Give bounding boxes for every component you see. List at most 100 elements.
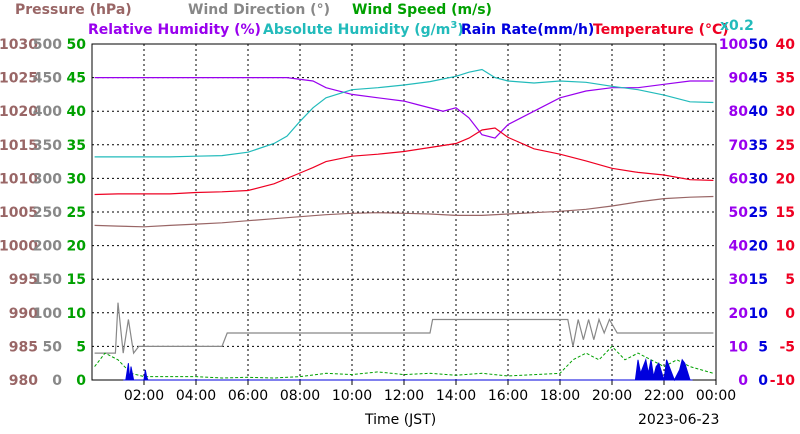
y-tick-label-humidity: 100 bbox=[719, 37, 748, 53]
y-tick-label-wind_speed: 15 bbox=[67, 272, 86, 288]
series-layer bbox=[94, 68, 714, 382]
series-wind_dir bbox=[94, 302, 714, 355]
y-tick-label-wind_speed: 35 bbox=[67, 138, 86, 154]
date-label: 2023-06-23 bbox=[638, 412, 719, 428]
series-pressure bbox=[94, 195, 714, 228]
y-tick-label-pressure: 1000 bbox=[0, 239, 38, 255]
y-tick-label-temperature: 20 bbox=[776, 171, 796, 187]
x-tick-label: 04:00 bbox=[176, 388, 216, 404]
x-tick-label: 06:00 bbox=[228, 388, 268, 404]
temperature-axis-title: Temperature (°C) bbox=[593, 22, 729, 38]
y-tick-label-rain: 25 bbox=[749, 205, 768, 221]
y-tick-label-temperature: 35 bbox=[776, 71, 795, 87]
y-tick-label-humidity: 20 bbox=[729, 306, 749, 322]
x-tick-label: 10:00 bbox=[332, 388, 372, 404]
series-abs_humidity bbox=[94, 68, 714, 158]
x-tick-label: 16:00 bbox=[488, 388, 528, 404]
y-tick-label-wind_speed: 40 bbox=[67, 104, 87, 120]
y-tick-label-wind_speed: 30 bbox=[67, 171, 87, 187]
abs-humidity-scale-note: x0.2 bbox=[720, 18, 754, 34]
wind-direction-axis-title: Wind Direction (°) bbox=[188, 2, 330, 18]
y-tick-label-rain: 30 bbox=[749, 171, 769, 187]
y-tick-label-wind_speed: 45 bbox=[67, 71, 86, 87]
y-tick-label-humidity: 30 bbox=[729, 272, 749, 288]
y-tick-label-wind_speed: 25 bbox=[67, 205, 86, 221]
x-tick-label: 22:00 bbox=[644, 388, 684, 404]
y-tick-label-pressure: 995 bbox=[9, 272, 38, 288]
y-tick-label-temperature: 15 bbox=[776, 205, 795, 221]
y-tick-label-pressure: 1010 bbox=[0, 171, 38, 187]
y-tick-label-temperature: 5 bbox=[785, 272, 795, 288]
series-humidity bbox=[94, 76, 714, 139]
y-tick-label-wind_dir: 50 bbox=[43, 339, 63, 355]
y-axis-ticks: 9809859909951000100510101015102010251030… bbox=[0, 37, 795, 389]
x-tick-label: 20:00 bbox=[592, 388, 632, 404]
y-tick-label-wind_dir: 400 bbox=[33, 104, 62, 120]
y-tick-label-wind_speed: 0 bbox=[76, 373, 86, 389]
series-rain bbox=[123, 357, 693, 382]
y-tick-label-pressure: 1005 bbox=[0, 205, 38, 221]
y-tick-label-rain: 0 bbox=[758, 373, 768, 389]
y-tick-label-wind_dir: 300 bbox=[33, 171, 62, 187]
y-tick-label-wind_speed: 20 bbox=[67, 239, 87, 255]
y-tick-label-pressure: 1020 bbox=[0, 104, 38, 120]
y-tick-label-rain: 5 bbox=[758, 339, 768, 355]
wind-speed-axis-title: Wind Speed (m/s) bbox=[352, 2, 492, 18]
y-tick-label-pressure: 980 bbox=[9, 373, 38, 389]
x-tick-label: 14:00 bbox=[436, 388, 476, 404]
y-tick-label-humidity: 80 bbox=[729, 104, 749, 120]
pressure-axis-title: Pressure (hPa) bbox=[15, 2, 132, 18]
y-tick-label-humidity: 70 bbox=[729, 138, 749, 154]
rain-axis-title: Rain Rate(mm/h) bbox=[461, 22, 594, 38]
y-tick-label-rain: 35 bbox=[749, 138, 768, 154]
x-tick-label: 00:00 bbox=[696, 388, 736, 404]
y-tick-label-wind_dir: 250 bbox=[33, 205, 62, 221]
y-tick-label-rain: 50 bbox=[749, 37, 769, 53]
humidity-axis-title: Relative Humidity (%) bbox=[88, 22, 261, 38]
y-tick-label-temperature: 30 bbox=[776, 104, 796, 120]
y-tick-label-wind_dir: 100 bbox=[33, 306, 62, 322]
y-tick-label-rain: 15 bbox=[749, 272, 768, 288]
y-tick-label-wind_dir: 350 bbox=[33, 138, 62, 154]
y-tick-label-pressure: 985 bbox=[9, 339, 38, 355]
abs-humidity-label-end: ) bbox=[457, 22, 463, 38]
y-tick-label-wind_dir: 150 bbox=[33, 272, 62, 288]
y-tick-label-rain: 40 bbox=[749, 104, 769, 120]
y-tick-label-temperature: 40 bbox=[776, 37, 796, 53]
y-tick-label-humidity: 90 bbox=[729, 71, 749, 87]
abs-humidity-label-main: Absolute Humidity (g/m bbox=[263, 22, 450, 38]
y-tick-label-temperature: -5 bbox=[779, 339, 795, 355]
y-tick-label-humidity: 60 bbox=[729, 171, 749, 187]
y-tick-label-temperature: 25 bbox=[776, 138, 795, 154]
x-tick-label: 18:00 bbox=[540, 388, 580, 404]
y-tick-label-wind_dir: 0 bbox=[52, 373, 62, 389]
abs-humidity-axis-title: Absolute Humidity (g/m3) bbox=[263, 20, 464, 38]
y-tick-label-temperature: -10 bbox=[770, 373, 796, 389]
y-tick-label-rain: 10 bbox=[749, 306, 769, 322]
y-tick-label-wind_speed: 10 bbox=[67, 306, 87, 322]
x-axis-ticks: 02:00 04:00 06:00 08:00 10:00 12:00 14:00 16:00… bbox=[124, 380, 736, 404]
y-tick-label-pressure: 1030 bbox=[0, 37, 38, 53]
y-tick-label-humidity: 40 bbox=[729, 239, 749, 255]
y-tick-label-wind_dir: 500 bbox=[33, 37, 62, 53]
y-tick-label-pressure: 990 bbox=[9, 306, 38, 322]
x-tick-label: 02:00 bbox=[124, 388, 164, 404]
x-tick-label: 08:00 bbox=[280, 388, 320, 404]
y-tick-label-rain: 20 bbox=[749, 239, 769, 255]
y-tick-label-humidity: 0 bbox=[738, 373, 748, 389]
y-tick-label-humidity: 50 bbox=[729, 205, 749, 221]
grid bbox=[92, 44, 716, 380]
y-tick-label-wind_dir: 200 bbox=[33, 239, 62, 255]
x-axis-title: Time (JST) bbox=[364, 412, 436, 428]
y-tick-label-wind_speed: 5 bbox=[76, 339, 86, 355]
y-tick-label-temperature: 10 bbox=[776, 239, 796, 255]
y-tick-label-temperature: 0 bbox=[785, 306, 795, 322]
abs-humidity-label-sup: 3 bbox=[450, 20, 457, 31]
y-tick-label-humidity: 10 bbox=[729, 339, 749, 355]
series-temperature bbox=[94, 127, 714, 196]
x-tick-label: 12:00 bbox=[384, 388, 424, 404]
y-tick-label-pressure: 1015 bbox=[0, 138, 38, 154]
y-tick-label-pressure: 1025 bbox=[0, 71, 38, 87]
y-tick-label-wind_dir: 450 bbox=[33, 71, 62, 87]
